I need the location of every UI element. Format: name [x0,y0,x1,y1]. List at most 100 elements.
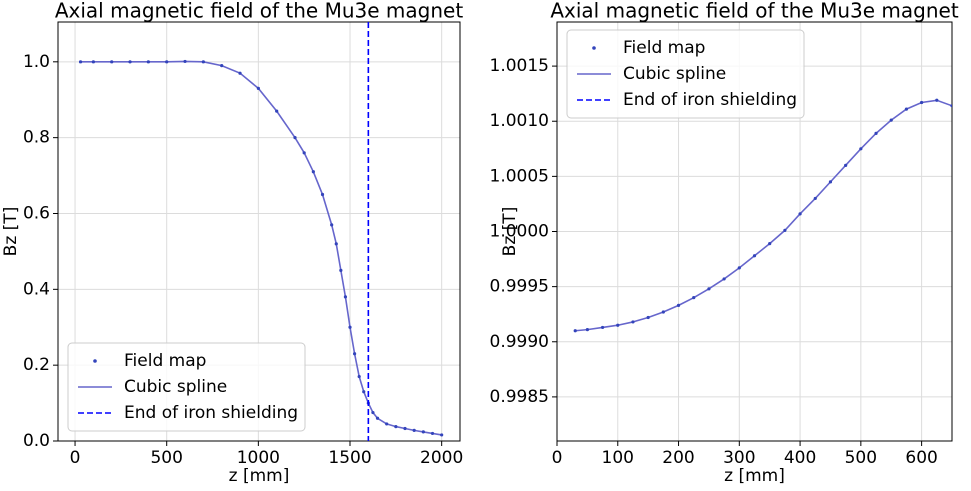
x-tick-label: 1000 [237,448,280,468]
legend-label: End of iron shielding [124,403,298,423]
field-point [339,268,343,272]
x-tick-label: 300 [723,448,755,468]
field-point [330,223,334,227]
field-point [707,287,711,291]
field-point [768,242,772,246]
field-point [343,295,348,299]
y-tick-label: 0.4 [23,279,50,299]
chart-title: Axial magnetic field of the Mu3e magnet [550,0,958,23]
field-point [752,254,757,258]
y-tick-label: 0.0 [23,431,50,451]
field-point [692,296,696,300]
field-point [421,430,425,434]
field-point [631,320,635,324]
field-point [375,416,380,420]
field-point [403,426,407,431]
field-point [128,60,132,64]
field-point [440,433,444,437]
field-point [275,109,279,113]
field-point [302,151,306,155]
spline-line [80,60,442,436]
field-point [293,136,297,140]
field-point [950,104,952,108]
field-point [676,303,681,307]
y-tick-label: 0.2 [23,355,50,375]
legend: Field map Cubic spline End of iron shieldi… [566,29,805,119]
field-point [889,118,893,122]
plot-area [78,22,444,441]
field-point [646,315,650,320]
field-point [334,242,338,246]
legend-box [566,29,805,119]
field-point [238,71,242,75]
field-point [362,390,366,394]
field-point [220,64,224,68]
legend-label: Cubic spline [124,377,227,397]
field-point [357,374,361,379]
field-point [722,277,726,281]
field-point [573,329,577,333]
x-axis-label: z [mm] [724,466,785,486]
field-point [813,196,817,201]
legend-marker [592,46,596,50]
x-tick-label: 500 [150,448,182,468]
field-point [183,59,187,64]
x-axis-label: z [mm] [229,466,290,486]
field-point [385,422,389,426]
x-tick-label: 500 [845,448,877,468]
field-point [798,212,802,216]
field-point [201,60,205,64]
field-point [828,180,833,184]
field-point [904,107,909,111]
field-point [585,328,589,332]
x-tick-label: 0 [70,448,81,468]
plot-frame [556,21,953,442]
field-point [91,60,95,64]
field-point [430,431,435,436]
y-tick-label: 1.0010 [490,111,549,131]
x-tick-label: 2000 [420,448,463,468]
legend-marker [93,359,97,363]
field-point [859,147,863,151]
legend-label: Field map [124,351,206,371]
plot-frame [57,21,461,442]
y-tick-label: 0.8 [23,128,50,148]
y-tick-label: 1.0 [23,52,50,72]
spline-line [575,99,952,332]
field-point [78,60,83,64]
field-point [311,170,315,174]
x-tick-label: 100 [602,448,634,468]
y-tick-label: 0.6 [23,203,50,223]
y-tick-label: 1.0005 [490,166,549,186]
field-point [256,86,260,90]
x-tick-label: 600 [905,448,937,468]
field-point [783,228,787,232]
field-point [352,352,357,356]
y-tick-label: 1.0000 [490,222,549,242]
plot: 0 100 200 300 400 500 600 0.9985 0.9990 0.9995 1.0… [490,0,959,486]
y-axis-label: Bz [T] [500,207,520,257]
legend-label: Field map [623,38,705,58]
y-tick-label: 0.9985 [490,387,549,407]
field-point [371,410,375,415]
field-point [874,131,878,135]
x-tick-label: 200 [662,448,694,468]
field-point [165,60,169,64]
legend: Field map Cubic spline End of iron shieldi… [67,342,306,432]
plot: 0 500 1000 1500 2000 0.0 0.2 0.4 0.6 0.8 1.0 Axial … [1,0,463,486]
field-point [412,428,416,432]
field-point [348,325,352,329]
x-tick-label: 1500 [328,448,371,468]
legend-label: Cubic spline [623,64,726,84]
y-axis-label: Bz [T] [1,207,21,257]
field-point [110,60,114,64]
y-tick-label: 0.9995 [490,277,549,297]
y-tick-label: 0.9990 [490,332,549,352]
field-point [320,192,325,197]
field-point [844,163,848,167]
field-point [394,424,398,429]
chart-title: Axial magnetic field of the Mu3e magnet [55,0,463,23]
x-tick-label: 0 [552,448,563,468]
field-point [146,60,150,64]
